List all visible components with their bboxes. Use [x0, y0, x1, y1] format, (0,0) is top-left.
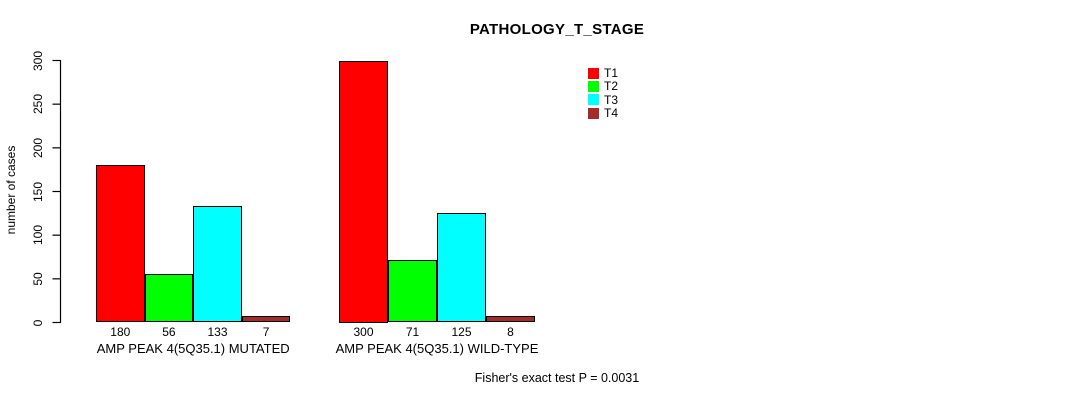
legend-swatch-t3: [588, 94, 599, 106]
bar-t3-group2: [437, 213, 486, 323]
y-tick-label-200: 200: [31, 137, 45, 158]
bar-t3-group1: [193, 206, 242, 323]
y-tick-label-100: 100: [31, 225, 45, 246]
legend-item-t3: T3: [588, 94, 618, 106]
legend-item-t4: T4: [588, 107, 618, 119]
x-group-label-1: AMP PEAK 4(5Q35.1) MUTATED: [96, 341, 290, 356]
bar-t4-group1: [241, 316, 291, 323]
legend-label-t2: T2: [604, 79, 619, 94]
legend-item-t2: T2: [588, 80, 618, 92]
chart-title: PATHOLOGY_T_STAGE: [469, 21, 645, 38]
legend-swatch-t2: [588, 80, 599, 92]
bar-t1-group1: [96, 165, 145, 323]
bar-value-label-t4-group1: 7: [262, 325, 270, 339]
legend-swatch-t1: [588, 67, 599, 79]
x-group-label-2: AMP PEAK 4(5Q35.1) WILD-TYPE: [335, 341, 539, 356]
y-tick-label-0: 0: [31, 319, 45, 326]
y-tick-label-150: 150: [31, 181, 45, 202]
y-tick-label-50: 50: [31, 272, 45, 286]
bar-value-label-t3-group2: 125: [451, 325, 472, 339]
legend-label-t4: T4: [604, 106, 619, 121]
bar-t2-group1: [144, 273, 194, 323]
fisher-test-note: Fisher's exact test P = 0.0031: [474, 371, 640, 385]
y-tick-label-250: 250: [31, 94, 45, 115]
legend-swatch-t4: [588, 107, 599, 119]
legend-label-t3: T3: [604, 92, 619, 107]
bar-value-label-t1-group1: 180: [110, 325, 131, 339]
bar-value-label-t2-group1: 56: [162, 325, 176, 339]
legend-item-t1: T1: [588, 67, 618, 79]
bar-value-label-t2-group2: 71: [405, 325, 420, 339]
bar-value-label-t4-group2: 8: [507, 325, 514, 339]
bar-t2-group2: [388, 260, 437, 323]
bar-value-label-t3-group1: 133: [207, 325, 228, 339]
bar-value-label-t1-group2: 300: [353, 325, 374, 339]
bar-t4-group2: [486, 315, 535, 323]
legend-label-t1: T1: [604, 66, 619, 80]
y-tick-label-300: 300: [31, 50, 45, 71]
bar-t1-group2: [339, 60, 388, 323]
